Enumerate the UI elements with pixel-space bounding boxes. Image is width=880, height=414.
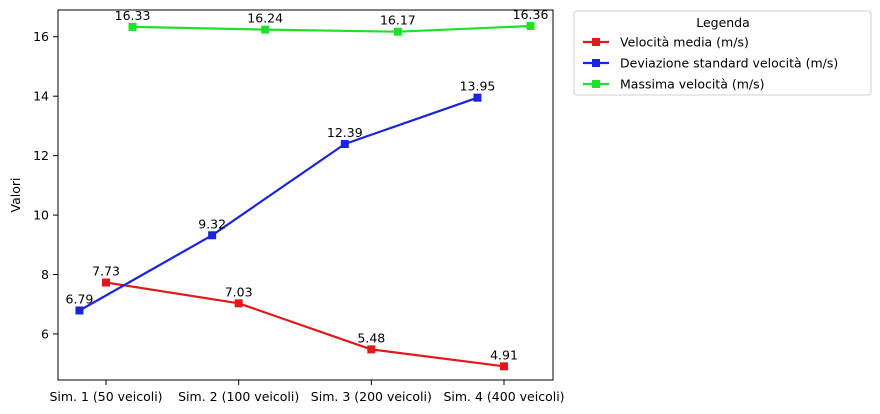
data-label: 7.73 <box>92 264 120 279</box>
legend-box <box>573 10 872 96</box>
data-label: 7.03 <box>225 284 253 299</box>
data-point <box>234 299 243 308</box>
plot-area <box>57 9 554 381</box>
data-point <box>340 140 349 149</box>
series: 16.33 16.24 16.17 16.36 <box>115 7 549 36</box>
data-point <box>75 306 84 315</box>
x-tick-label: Sim. 1 (50 veicoli) <box>49 389 162 404</box>
data-label: 16.17 <box>380 13 416 28</box>
y-tick-label: 10 <box>33 208 49 223</box>
data-label: 5.48 <box>357 330 385 345</box>
legend-title: Legenda <box>696 15 750 30</box>
series: 7.73 7.03 5.48 4.91 <box>92 264 518 371</box>
data-label: 16.33 <box>115 8 151 23</box>
data-label: 4.91 <box>490 347 518 362</box>
data-point <box>500 362 509 371</box>
data-label: 16.36 <box>513 7 549 22</box>
legend: Legenda Velocità media (m/s) Deviazione s… <box>573 10 872 96</box>
y-tick-label: 16 <box>33 29 49 44</box>
legend-marker <box>592 80 600 88</box>
series-line <box>78 96 478 312</box>
y-axis-label: Valori <box>8 178 23 213</box>
legend-label: Massima velocità (m/s) <box>620 77 765 92</box>
x-tick-label: Sim. 3 (200 veicoli) <box>311 389 432 404</box>
series: 6.79 9.32 12.39 13.95 <box>66 79 496 315</box>
x-tick-label: Sim. 4 (400 veicoli) <box>443 389 564 404</box>
data-point <box>393 27 402 36</box>
legend-item: Velocità media (m/s) <box>583 35 749 50</box>
data-label: 9.32 <box>198 216 226 231</box>
legend-item: Deviazione standard velocità (m/s) <box>583 56 838 71</box>
data-label: 13.95 <box>460 79 496 94</box>
data-point <box>102 278 110 287</box>
y-axis: 6 8 10 12 14 16 <box>33 29 58 341</box>
series-line <box>132 24 531 33</box>
x-tick-label: Sim. 2 (100 veicoli) <box>178 389 299 404</box>
data-label: 6.79 <box>66 291 94 306</box>
legend-label: Velocità media (m/s) <box>620 35 749 50</box>
x-axis: Sim. 1 (50 veicoli) Sim. 2 (100 veicoli) S… <box>49 380 565 404</box>
y-tick-label: 6 <box>41 326 49 341</box>
y-tick-label: 12 <box>33 148 49 163</box>
legend-item: Massima velocità (m/s) <box>583 77 765 92</box>
data-point <box>261 25 270 34</box>
legend-marker <box>592 59 600 67</box>
data-point <box>128 22 137 31</box>
data-label: 16.24 <box>247 11 283 26</box>
legend-label: Deviazione standard velocità (m/s) <box>620 56 838 71</box>
y-tick-label: 8 <box>41 267 49 282</box>
data-point <box>473 93 482 102</box>
series-line <box>105 281 505 368</box>
data-label: 12.39 <box>327 125 363 140</box>
data-point <box>526 22 535 31</box>
data-point <box>367 345 376 354</box>
legend-marker <box>592 38 600 46</box>
data-point <box>208 231 217 240</box>
y-tick-label: 14 <box>33 89 49 104</box>
